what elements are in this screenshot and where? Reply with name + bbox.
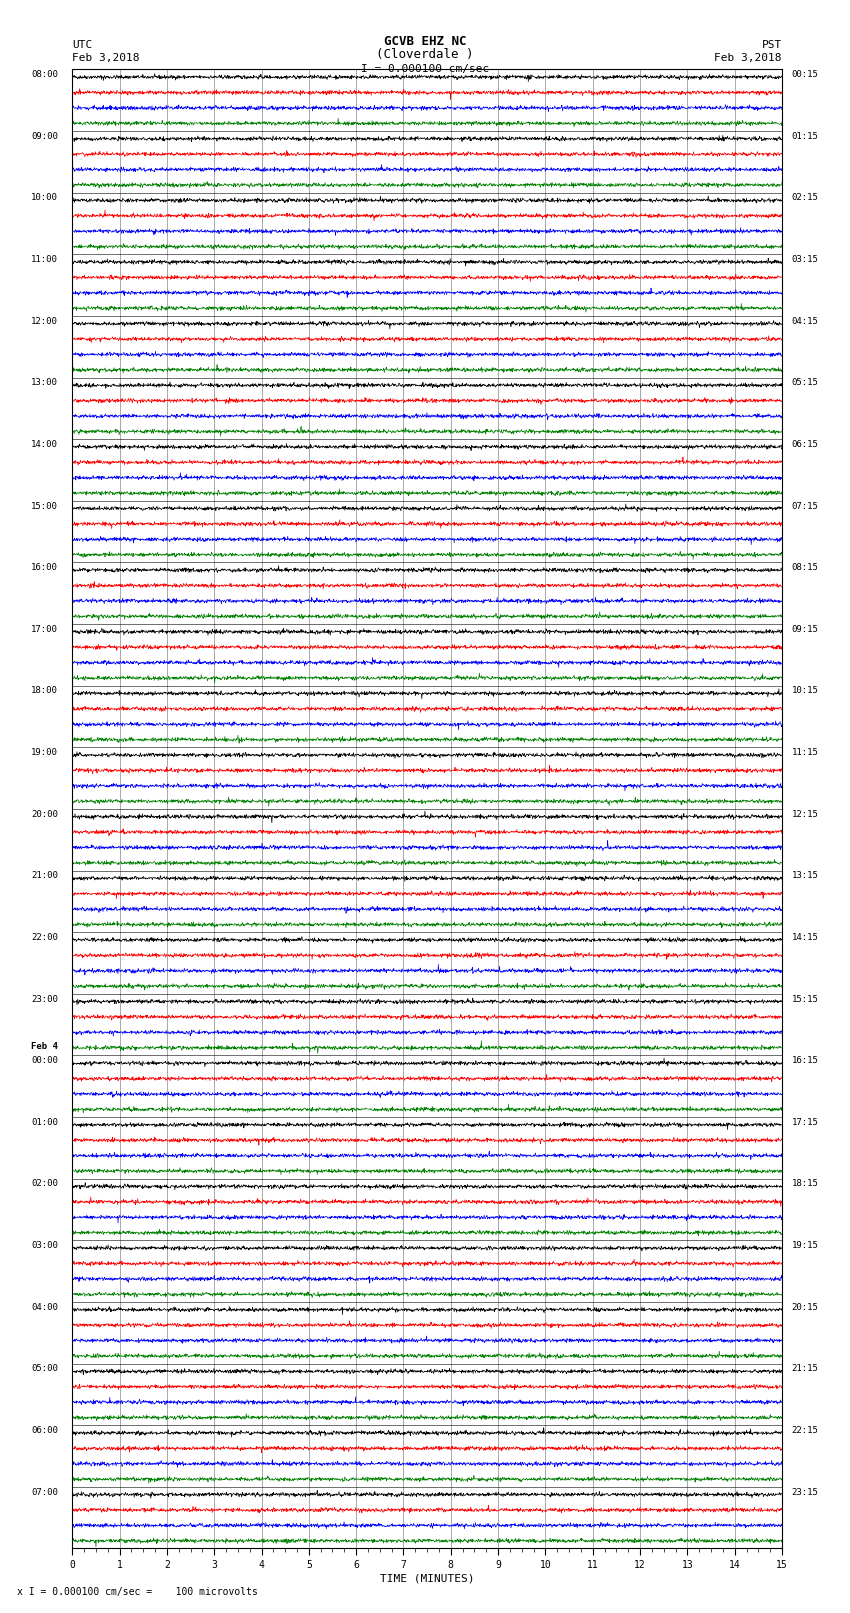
Text: 01:00: 01:00 [31, 1118, 58, 1127]
Text: 03:00: 03:00 [31, 1240, 58, 1250]
Text: 02:15: 02:15 [791, 194, 819, 202]
Text: 00:15: 00:15 [791, 69, 819, 79]
Text: 03:15: 03:15 [791, 255, 819, 265]
Text: Feb 3,2018: Feb 3,2018 [715, 53, 782, 63]
Text: 07:15: 07:15 [791, 502, 819, 511]
Text: 06:00: 06:00 [31, 1426, 58, 1436]
Text: 17:15: 17:15 [791, 1118, 819, 1127]
Text: 15:00: 15:00 [31, 502, 58, 511]
Text: 05:00: 05:00 [31, 1365, 58, 1373]
Text: 04:00: 04:00 [31, 1303, 58, 1311]
Text: 12:15: 12:15 [791, 810, 819, 819]
Text: (Cloverdale ): (Cloverdale ) [377, 48, 473, 61]
Text: 14:00: 14:00 [31, 440, 58, 448]
Text: PST: PST [762, 40, 782, 50]
Text: 12:00: 12:00 [31, 316, 58, 326]
Text: 08:00: 08:00 [31, 69, 58, 79]
Text: 10:00: 10:00 [31, 194, 58, 202]
Text: 19:15: 19:15 [791, 1240, 819, 1250]
Text: 13:15: 13:15 [791, 871, 819, 881]
Text: 07:00: 07:00 [31, 1487, 58, 1497]
Text: 16:15: 16:15 [791, 1057, 819, 1065]
Text: GCVB EHZ NC: GCVB EHZ NC [383, 35, 467, 48]
Text: 21:15: 21:15 [791, 1365, 819, 1373]
Text: 18:00: 18:00 [31, 687, 58, 695]
Text: 20:15: 20:15 [791, 1303, 819, 1311]
Text: 13:00: 13:00 [31, 379, 58, 387]
Text: 23:00: 23:00 [31, 995, 58, 1003]
Text: 02:00: 02:00 [31, 1179, 58, 1189]
Text: 09:00: 09:00 [31, 132, 58, 140]
Text: 21:00: 21:00 [31, 871, 58, 881]
Text: Feb 4: Feb 4 [31, 1042, 58, 1050]
Text: 09:15: 09:15 [791, 624, 819, 634]
Text: UTC: UTC [72, 40, 93, 50]
Text: 16:00: 16:00 [31, 563, 58, 573]
Text: 19:00: 19:00 [31, 748, 58, 756]
Text: 22:00: 22:00 [31, 932, 58, 942]
Text: 04:15: 04:15 [791, 316, 819, 326]
X-axis label: TIME (MINUTES): TIME (MINUTES) [380, 1573, 474, 1582]
Text: 06:15: 06:15 [791, 440, 819, 448]
Text: 05:15: 05:15 [791, 379, 819, 387]
Text: 15:15: 15:15 [791, 995, 819, 1003]
Text: 17:00: 17:00 [31, 624, 58, 634]
Text: 11:15: 11:15 [791, 748, 819, 756]
Text: x I = 0.000100 cm/sec =    100 microvolts: x I = 0.000100 cm/sec = 100 microvolts [17, 1587, 258, 1597]
Text: 20:00: 20:00 [31, 810, 58, 819]
Text: 10:15: 10:15 [791, 687, 819, 695]
Text: 00:00: 00:00 [31, 1057, 58, 1065]
Text: 08:15: 08:15 [791, 563, 819, 573]
Text: 14:15: 14:15 [791, 932, 819, 942]
Text: 22:15: 22:15 [791, 1426, 819, 1436]
Text: 11:00: 11:00 [31, 255, 58, 265]
Text: Feb 3,2018: Feb 3,2018 [72, 53, 139, 63]
Text: I = 0.000100 cm/sec: I = 0.000100 cm/sec [361, 65, 489, 74]
Text: 01:15: 01:15 [791, 132, 819, 140]
Text: 23:15: 23:15 [791, 1487, 819, 1497]
Text: 18:15: 18:15 [791, 1179, 819, 1189]
